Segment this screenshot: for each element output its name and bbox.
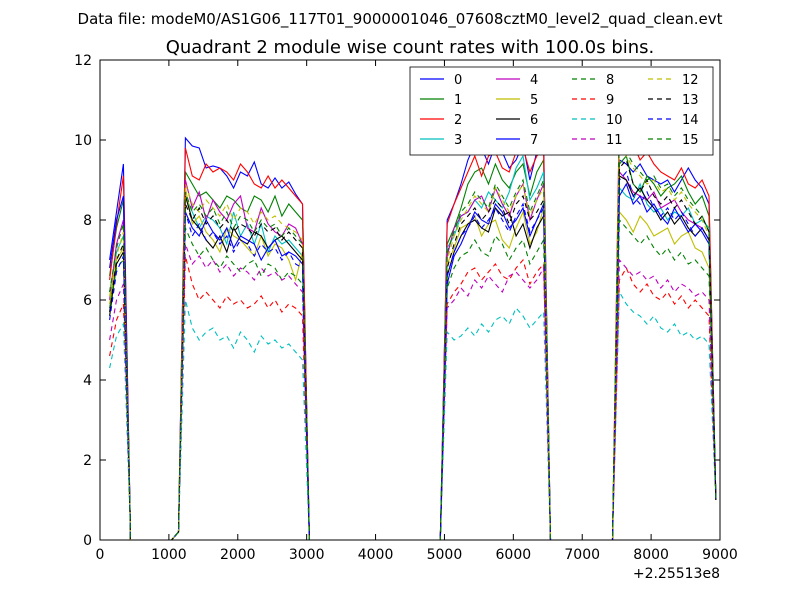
legend-label-8: 8 (606, 73, 614, 88)
x-tick-label: 1000 (151, 547, 187, 563)
legend-label-3: 3 (454, 133, 462, 148)
legend-label-12: 12 (682, 73, 699, 88)
legend-label-14: 14 (682, 113, 699, 128)
y-tick-label: 12 (74, 53, 92, 69)
x-tick-label: 5000 (427, 547, 463, 563)
y-tick-label: 2 (83, 453, 92, 469)
x-tick-label: 7000 (564, 547, 600, 563)
legend-label-0: 0 (454, 73, 462, 88)
x-offset-label: +2.25513e8 (633, 566, 720, 582)
x-tick-label: 9000 (702, 547, 738, 563)
axes-frame (99, 59, 721, 541)
x-tick-label: 0 (96, 547, 105, 563)
series-line-10 (109, 290, 717, 541)
x-tick-label: 8000 (633, 547, 669, 563)
legend-label-4: 4 (530, 73, 538, 88)
legend-label-9: 9 (606, 93, 614, 108)
axis-ticks: 0 1000 2000 3000 4000 5000 6000 7000 8000 9000 0 2 4… (74, 53, 738, 563)
legend-box (409, 66, 714, 156)
legend-label-10: 10 (606, 113, 623, 128)
chart-title: Quadrant 2 module wise count rates with … (166, 37, 655, 58)
suptitle: Data file: modeM0/AS1G06_117T01_90000010… (78, 10, 723, 29)
legend-label-11: 11 (606, 133, 623, 148)
x-tick-label: 3000 (289, 547, 325, 563)
y-tick-label: 6 (83, 293, 92, 309)
legend-label-5: 5 (530, 93, 538, 108)
x-tick-label: 2000 (220, 547, 256, 563)
y-tick-label: 0 (83, 533, 92, 549)
legend-label-2: 2 (454, 113, 462, 128)
legend-label-15: 15 (682, 133, 699, 148)
y-tick-label: 8 (83, 213, 92, 229)
legend-label-7: 7 (530, 133, 538, 148)
x-tick-label: 6000 (496, 547, 532, 563)
y-tick-label: 4 (83, 373, 92, 389)
y-tick-label: 10 (74, 133, 92, 149)
legend-label-1: 1 (454, 93, 462, 108)
x-tick-label: 4000 (358, 547, 394, 563)
legend-label-13: 13 (682, 93, 699, 108)
series-line-12 (109, 139, 717, 541)
series-line-15 (109, 131, 717, 541)
legend-label-6: 6 (530, 113, 538, 128)
